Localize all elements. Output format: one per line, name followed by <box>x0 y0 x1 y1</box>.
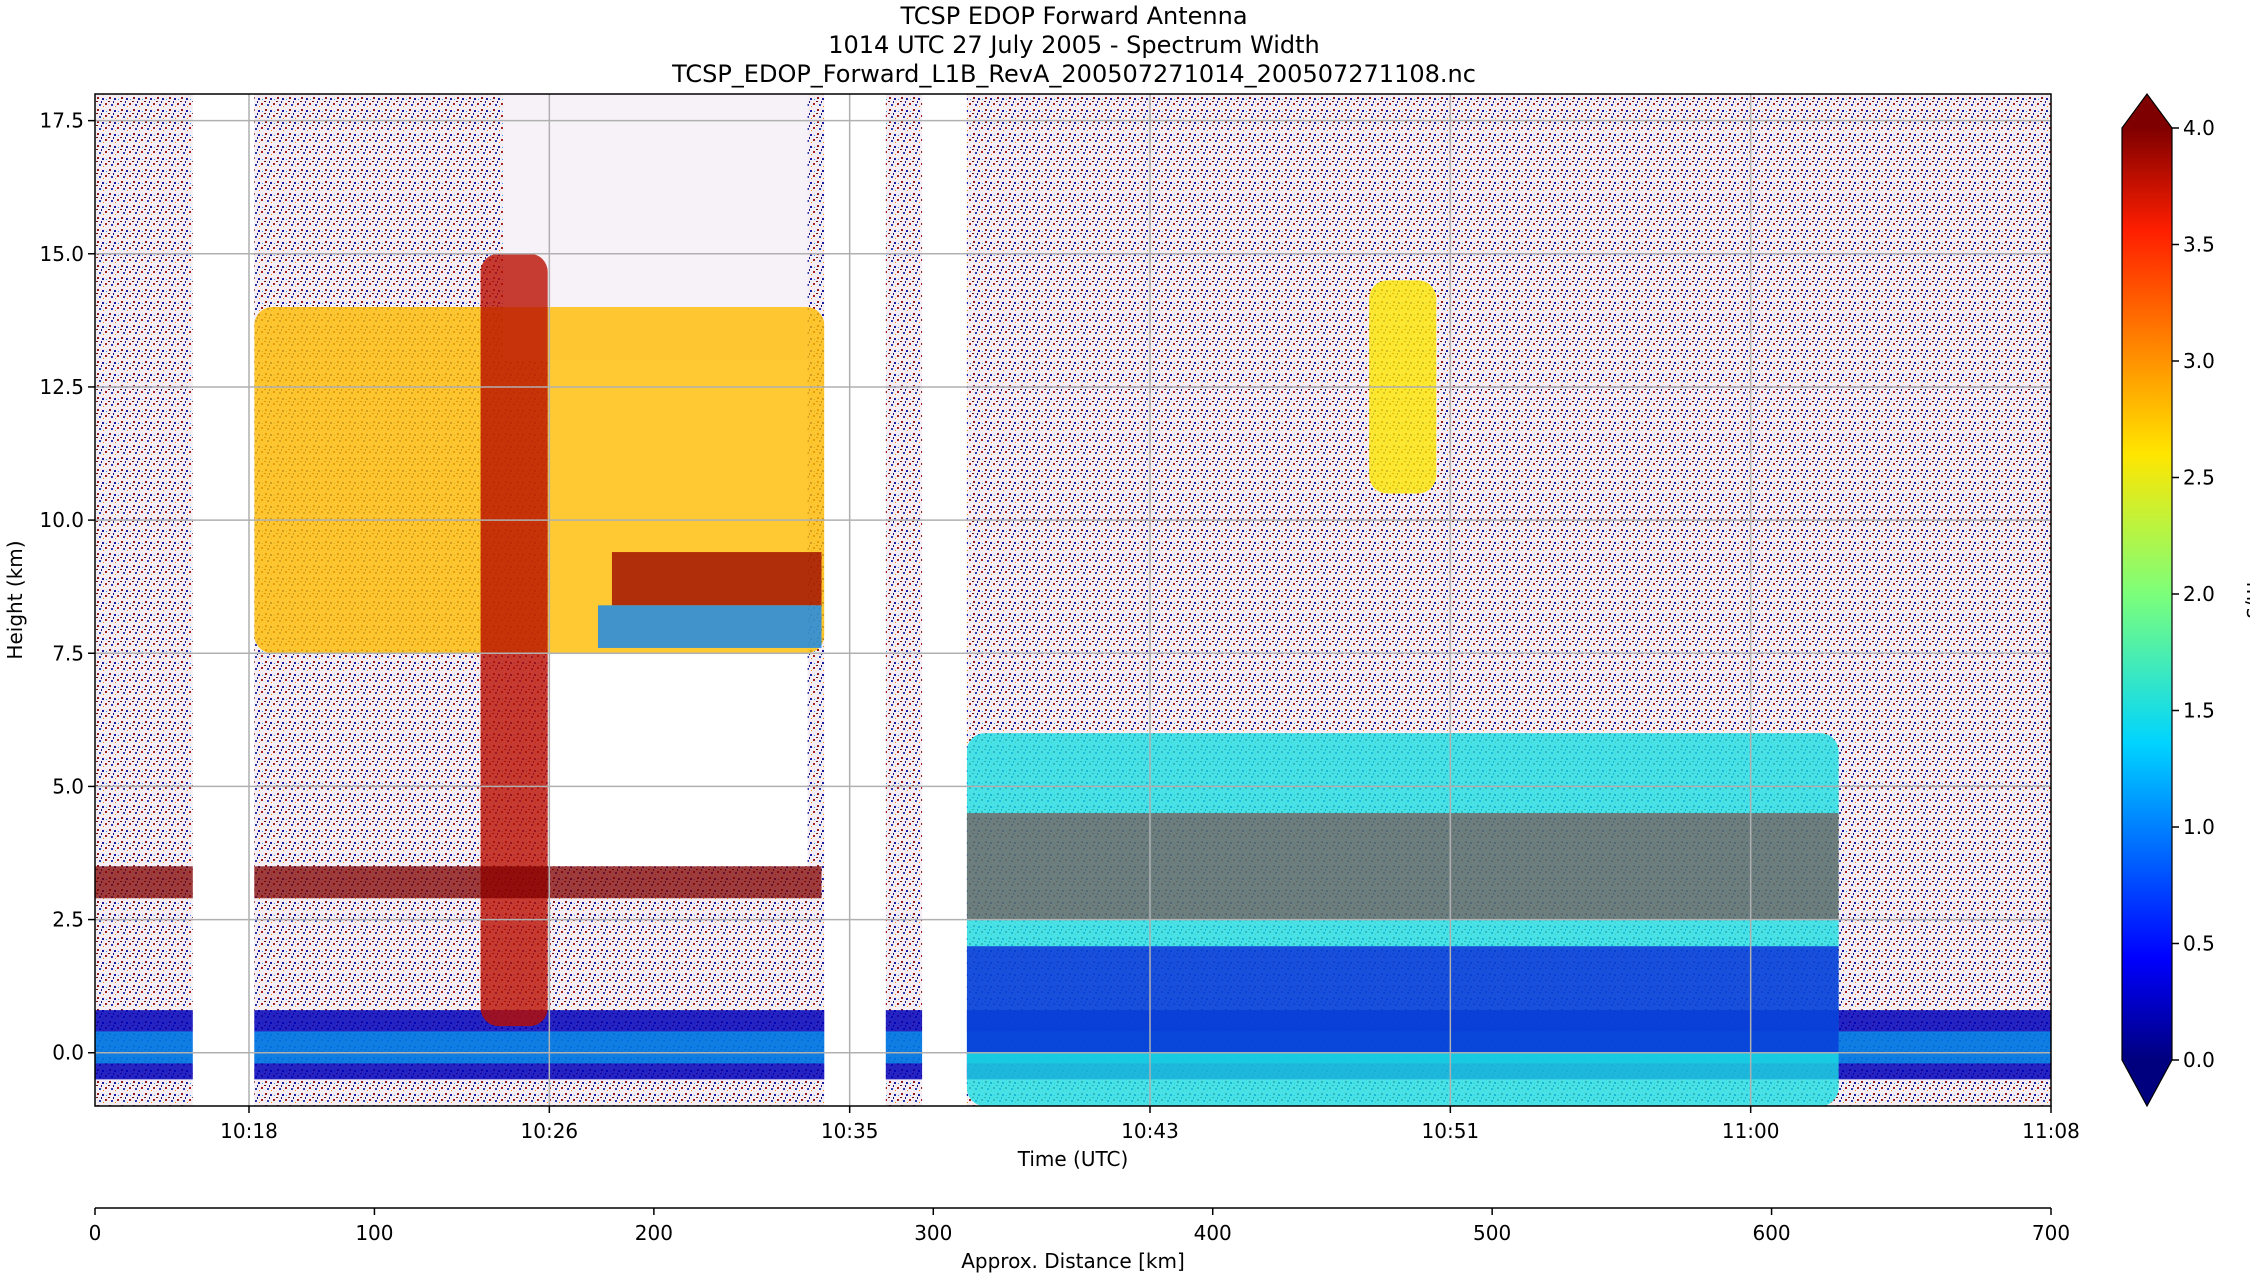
colorbar: 0.0 0.5 1.0 1.5 2.0 2.5 3.0 3.5 4.0 m/s <box>2121 92 2250 1108</box>
x-tick-label: 11:08 <box>2022 1119 2080 1143</box>
distance-axis: 0 100 200 300 400 500 600 700 <box>89 1208 2070 1245</box>
colorbar-tick-label: 4.0 <box>2183 116 2215 140</box>
y-axis-label: Height (km) <box>3 540 27 659</box>
y-tick-label: 12.5 <box>39 375 84 399</box>
colorbar-tick-label: 1.0 <box>2183 815 2215 839</box>
y-tick-label: 2.5 <box>52 908 84 932</box>
feature-anvil-cloud-core <box>611 552 822 606</box>
data-gap <box>922 94 967 1106</box>
colorbar-extend-max <box>2122 94 2172 128</box>
colorbar-tick-label: 0.5 <box>2183 932 2215 956</box>
distance-tick-label: 200 <box>635 1221 673 1245</box>
x-tick-label: 11:00 <box>1722 1119 1780 1143</box>
feature-stratiform-precip-core <box>966 946 1839 1053</box>
y-tick-label: 5.0 <box>52 774 84 798</box>
y-tick-label: 10.0 <box>39 508 84 532</box>
colorbar-tick-label: 1.5 <box>2183 699 2215 723</box>
distance-tick-label: 0 <box>89 1221 102 1245</box>
data-gap <box>192 94 255 1106</box>
distance-tick-label: 600 <box>1752 1221 1790 1245</box>
chart-title-line-1: TCSP EDOP Forward Antenna <box>900 2 1248 30</box>
colorbar-ticks: 0.0 0.5 1.0 1.5 2.0 2.5 3.0 3.5 4.0 <box>2172 116 2215 1072</box>
colorbar-extend-min <box>2122 1060 2172 1106</box>
x-tick-label: 10:43 <box>1121 1119 1179 1143</box>
data-gap <box>824 94 886 1106</box>
x-tick-label: 10:18 <box>220 1119 278 1143</box>
y-tick-label: 0.0 <box>52 1041 84 1065</box>
grid-lines <box>95 94 2051 1106</box>
colorbar-tick-label: 2.5 <box>2183 466 2215 490</box>
colorbar-label: m/s <box>2242 582 2250 619</box>
chart-title-line-2: 1014 UTC 27 July 2005 - Spectrum Width <box>828 31 1320 59</box>
distance-tick-label: 500 <box>1473 1221 1511 1245</box>
heatmap-layer <box>95 94 2051 1106</box>
x-axis-label: Time (UTC) <box>1017 1147 1129 1171</box>
feature-anvil-cloud-base <box>597 605 822 648</box>
x-tick-label: 10:26 <box>521 1119 579 1143</box>
distance-axis-label: Approx. Distance [km] <box>961 1249 1185 1273</box>
feature-stratiform-precip-top <box>966 813 1839 920</box>
feature-convective-tower <box>480 253 548 1027</box>
chart-title-line-3: TCSP_EDOP_Forward_L1B_RevA_200507271014_… <box>672 60 1476 88</box>
colorbar-gradient <box>2122 128 2172 1060</box>
y-tick-label: 15.0 <box>39 242 84 266</box>
plot-frame <box>94 93 2052 1107</box>
distance-tick-label: 100 <box>355 1221 393 1245</box>
y-tick-label: 17.5 <box>39 109 84 133</box>
y-tick-label: 7.5 <box>52 641 84 665</box>
x-tick-label: 10:51 <box>1422 1119 1480 1143</box>
distance-tick-label: 300 <box>914 1221 952 1245</box>
distance-tick-label: 700 <box>2032 1221 2070 1245</box>
x-tick-label: 10:35 <box>821 1119 879 1143</box>
colorbar-tick-label: 3.0 <box>2183 349 2215 373</box>
colorbar-tick-label: 3.5 <box>2183 233 2215 257</box>
colorbar-tick-label: 0.0 <box>2183 1048 2215 1072</box>
colorbar-tick-label: 2.0 <box>2183 582 2215 606</box>
axes: 0.0 2.5 5.0 7.5 10.0 12.5 15.0 17.5 10:18 10:26 10… <box>39 109 2079 1143</box>
distance-tick-label: 400 <box>1194 1221 1232 1245</box>
